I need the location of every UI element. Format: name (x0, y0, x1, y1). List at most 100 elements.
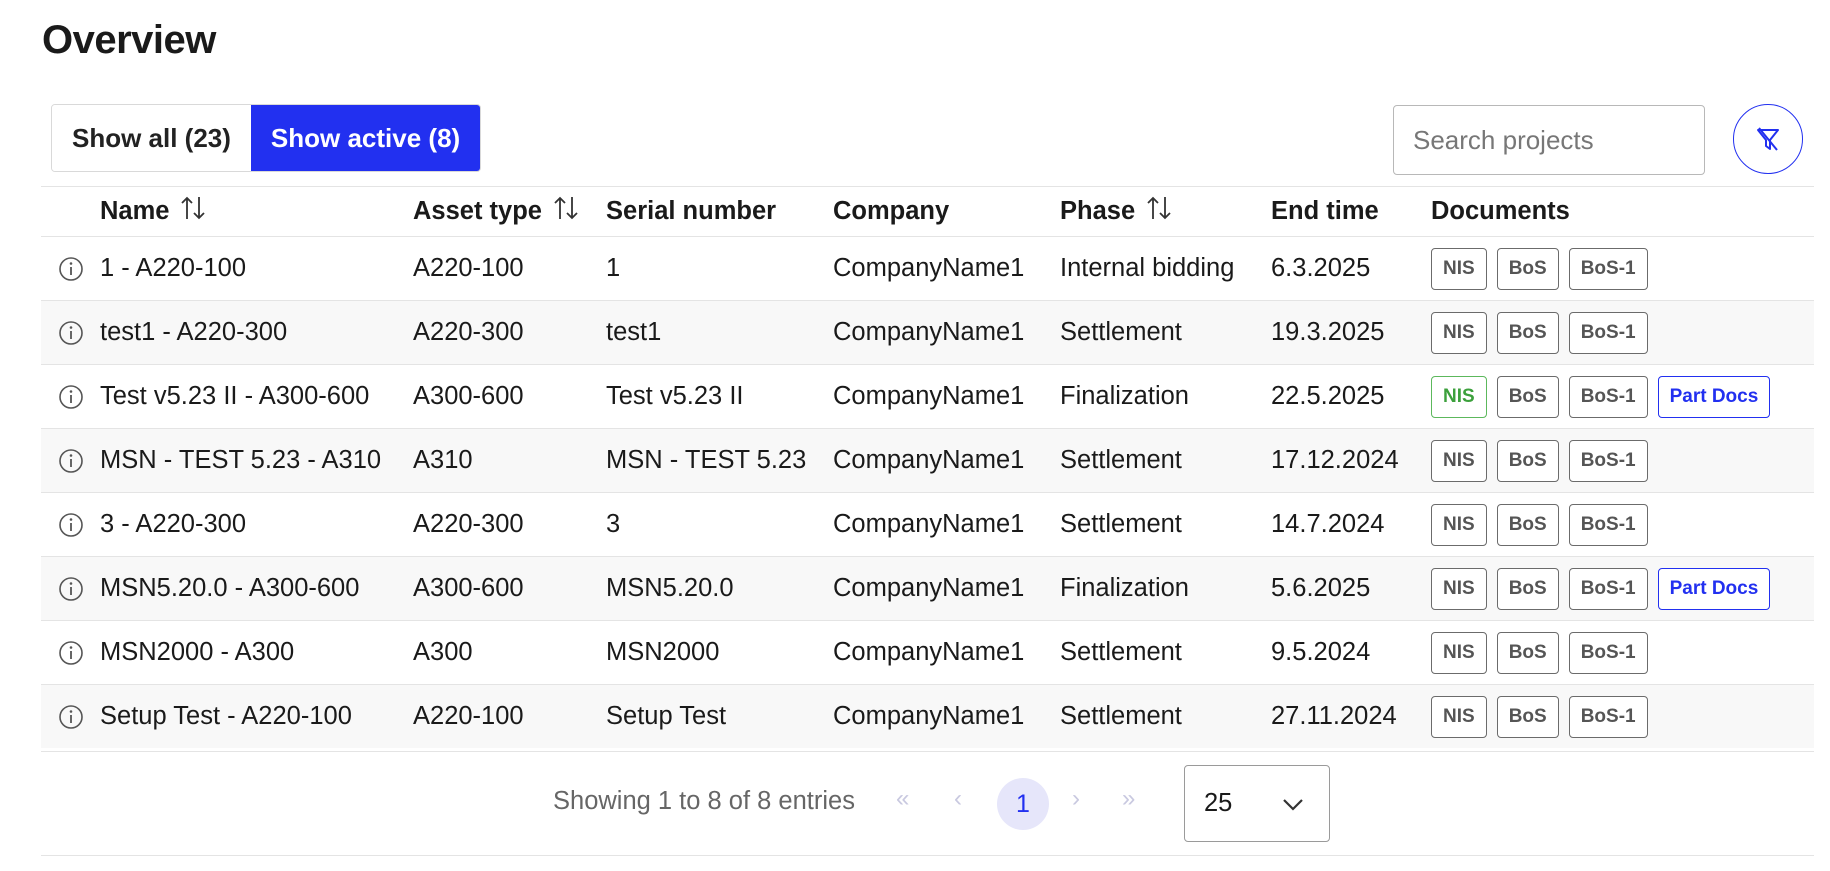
clear-filter-button[interactable] (1733, 104, 1803, 174)
company-cell: CompanyName1 (833, 254, 1025, 282)
asset-type-cell: A220-300 (413, 510, 524, 538)
next-page-button[interactable]: › (1072, 785, 1080, 812)
column-header-name-label: Name (100, 197, 170, 225)
document-badge[interactable]: BoS (1496, 695, 1559, 738)
company-cell: CompanyName1 (833, 318, 1025, 346)
column-header-phase-label: Phase (1060, 197, 1136, 225)
name-cell: test1 - A220-300 (100, 318, 288, 346)
table-row[interactable]: MSN2000 - A300 A300 MSN2000 CompanyName1 Set… (41, 620, 1814, 684)
page-size-select[interactable]: 25 (1184, 765, 1330, 842)
serial-number-cell: test1 (606, 318, 662, 346)
name-cell: Setup Test - A220-100 (100, 702, 352, 730)
document-badge[interactable]: BoS-1 (1568, 503, 1648, 546)
company-cell: CompanyName1 (833, 702, 1025, 730)
document-badge[interactable]: NIS (1431, 567, 1487, 610)
document-badge[interactable]: NIS (1431, 503, 1487, 546)
document-badge[interactable]: Part Docs (1657, 375, 1771, 418)
info-icon[interactable] (41, 576, 100, 602)
sort-icon[interactable] (552, 194, 580, 229)
document-badge[interactable]: BoS-1 (1568, 247, 1648, 290)
table-row[interactable]: MSN - TEST 5.23 - A310 A310 MSN - TEST 5.2… (41, 428, 1814, 492)
serial-number-cell: 1 (606, 254, 621, 282)
column-header-asset-type-label: Asset type (413, 197, 542, 225)
phase-cell: Settlement (1060, 510, 1182, 538)
documents-cell: NIS BoS BoS-1 (1431, 439, 1814, 482)
info-icon[interactable] (41, 640, 100, 666)
end-time-cell: 19.3.2025 (1271, 318, 1385, 346)
table-row[interactable]: 1 - A220-100 A220-100 1 CompanyName1 Interna… (41, 236, 1814, 300)
end-time-cell: 14.7.2024 (1271, 510, 1385, 538)
column-header-end-time: End time (1271, 197, 1379, 225)
documents-cell: NIS BoS BoS-1 Part Docs (1431, 375, 1814, 418)
show-all-button[interactable]: Show all (23) (52, 105, 251, 171)
document-badge[interactable]: NIS (1431, 375, 1487, 418)
serial-number-cell: 3 (606, 510, 621, 538)
company-cell: CompanyName1 (833, 382, 1025, 410)
asset-type-cell: A300-600 (413, 382, 524, 410)
document-badge[interactable]: BoS (1496, 247, 1559, 290)
asset-type-cell: A300-600 (413, 574, 524, 602)
document-badge[interactable]: BoS-1 (1568, 631, 1648, 674)
document-badge[interactable]: Part Docs (1657, 567, 1771, 610)
end-time-cell: 22.5.2025 (1271, 382, 1385, 410)
table-header-row: Name Asset type Serial number Company Ph… (41, 186, 1814, 236)
document-badge[interactable]: BoS-1 (1568, 439, 1648, 482)
document-badge[interactable]: BoS (1496, 375, 1559, 418)
document-badge[interactable]: BoS (1496, 311, 1559, 354)
documents-cell: NIS BoS BoS-1 (1431, 503, 1814, 546)
column-header-asset-type[interactable]: Asset type (413, 194, 606, 229)
asset-type-cell: A300 (413, 638, 473, 666)
serial-number-cell: MSN2000 (606, 638, 720, 666)
table-row[interactable]: test1 - A220-300 A220-300 test1 CompanyName… (41, 300, 1814, 364)
active-filter-toggle: Show all (23) Show active (8) (51, 104, 482, 172)
page-1-button[interactable]: 1 (997, 778, 1049, 830)
name-cell: MSN2000 - A300 (100, 638, 295, 666)
document-badge[interactable]: BoS (1496, 439, 1559, 482)
table-row[interactable]: MSN5.20.0 - A300-600 A300-600 MSN5.20.0 Com… (41, 556, 1814, 620)
page-size-value: 25 (1204, 789, 1233, 817)
table-row[interactable]: Test v5.23 II - A300-600 A300-600 Test v5.… (41, 364, 1814, 428)
sort-icon[interactable] (179, 194, 207, 229)
document-badge[interactable]: BoS-1 (1568, 375, 1648, 418)
document-badge[interactable]: BoS (1496, 503, 1559, 546)
document-badge[interactable]: NIS (1431, 311, 1487, 354)
document-badge[interactable]: BoS-1 (1568, 567, 1648, 610)
column-header-phase[interactable]: Phase (1060, 194, 1271, 229)
filter-off-icon (1757, 127, 1779, 151)
column-header-name[interactable]: Name (100, 194, 413, 229)
document-badge[interactable]: BoS-1 (1568, 311, 1648, 354)
document-badge[interactable]: NIS (1431, 631, 1487, 674)
serial-number-cell: MSN - TEST 5.23 (606, 446, 807, 474)
pagination-bar: Showing 1 to 8 of 8 entries « ‹ 1 › » 25 (41, 751, 1814, 856)
chevron-down-icon (1283, 799, 1303, 811)
end-time-cell: 9.5.2024 (1271, 638, 1371, 666)
info-icon[interactable] (41, 448, 100, 474)
document-badge[interactable]: NIS (1431, 439, 1487, 482)
column-header-serial-number: Serial number (606, 197, 777, 225)
document-badge[interactable]: BoS-1 (1568, 695, 1648, 738)
previous-page-button[interactable]: ‹ (954, 785, 962, 812)
table-row[interactable]: 3 - A220-300 A220-300 3 CompanyName1 Settlem… (41, 492, 1814, 556)
info-icon[interactable] (41, 704, 100, 730)
sort-icon[interactable] (1145, 194, 1173, 229)
document-badge[interactable]: NIS (1431, 247, 1487, 290)
company-cell: CompanyName1 (833, 446, 1025, 474)
documents-cell: NIS BoS BoS-1 (1431, 247, 1814, 290)
info-icon[interactable] (41, 384, 100, 410)
phase-cell: Settlement (1060, 702, 1182, 730)
table-row[interactable]: Setup Test - A220-100 A220-100 Setup Test C… (41, 684, 1814, 748)
table-body: 1 - A220-100 A220-100 1 CompanyName1 Interna… (41, 236, 1814, 748)
last-page-button[interactable]: » (1122, 785, 1136, 812)
info-icon[interactable] (41, 512, 100, 538)
info-icon[interactable] (41, 256, 100, 282)
show-active-button[interactable]: Show active (8) (250, 105, 481, 171)
first-page-button[interactable]: « (896, 785, 910, 812)
info-icon[interactable] (41, 320, 100, 346)
asset-type-cell: A220-100 (413, 702, 524, 730)
phase-cell: Finalization (1060, 382, 1189, 410)
search-projects-input[interactable] (1393, 105, 1705, 175)
document-badge[interactable]: BoS (1496, 631, 1559, 674)
document-badge[interactable]: BoS (1496, 567, 1559, 610)
document-badge[interactable]: NIS (1431, 695, 1487, 738)
